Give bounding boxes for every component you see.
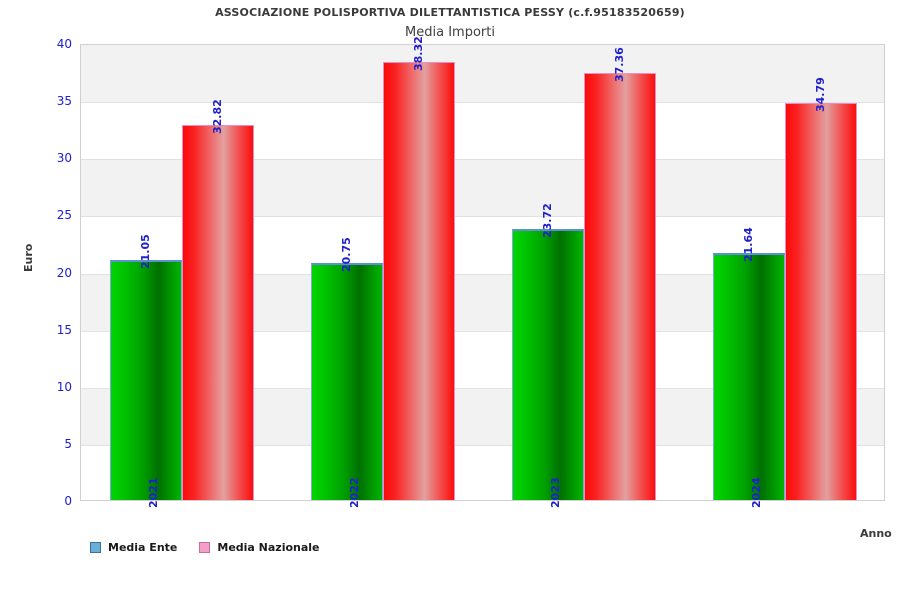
x-axis-tick-label: 2024 [750, 477, 764, 508]
bar-value-label: 20.75 [339, 237, 353, 272]
y-axis-tick-label: 20 [56, 265, 72, 280]
legend-label: Media Nazionale [217, 541, 320, 554]
bar-media-nazionale-2022[interactable] [382, 62, 455, 500]
bar-value-label: 32.82 [210, 99, 224, 135]
chart-legend: Media Ente Media Nazionale [90, 541, 320, 554]
x-axis-tick-label: 2021 [146, 477, 160, 508]
chart-subtitle: Media Importi [405, 25, 495, 40]
bar-media-ente-2024[interactable] [713, 252, 786, 500]
y-axis-tick-label: 10 [56, 379, 72, 394]
bar-media-nazionale-2024[interactable] [785, 102, 858, 500]
bar-media-ente-2022[interactable] [310, 262, 383, 500]
y-axis-tick-label: 15 [56, 322, 72, 337]
gridline [81, 216, 884, 218]
y-axis-tick-label: 40 [56, 37, 72, 51]
gridline [81, 102, 884, 104]
legend-item-media-nazionale[interactable]: Media Nazionale [199, 541, 320, 554]
bar-value-label: 21.64 [742, 226, 756, 262]
gridline [81, 159, 884, 161]
plot-band [81, 45, 884, 103]
bar-value-label: 38.32 [411, 36, 425, 72]
bar-value-label: 37.36 [613, 47, 627, 83]
bar-value-label: 23.72 [541, 203, 555, 238]
y-axis-tick-label: 35 [56, 94, 72, 109]
plot-area: 21.05 32.82 20.75 38.32 23.72 37.36 21.64 34.79 [80, 36, 885, 501]
bar-media-nazionale-2021[interactable] [181, 125, 254, 500]
bar-media-ente-2021[interactable] [109, 259, 182, 500]
x-axis-tick-label: 2023 [549, 477, 563, 508]
bar-media-nazionale-2023[interactable] [584, 73, 657, 500]
gridline [81, 273, 884, 275]
x-axis-tick-label: 2022 [347, 477, 361, 508]
y-axis-tick-label: 30 [56, 151, 72, 166]
y-axis-tick-label: 25 [56, 208, 72, 223]
bar-value-label: 34.79 [814, 76, 828, 112]
bar-value-label: 21.05 [138, 233, 152, 269]
gridline [81, 444, 884, 446]
chart-title: ASSOCIAZIONE POLISPORTIVA DILETTANTISTIC… [215, 6, 685, 19]
legend-label: Media Ente [108, 541, 178, 554]
gridline [81, 330, 884, 332]
x-axis-title: Anno [860, 527, 892, 540]
y-axis-tick-label: 0 [64, 494, 72, 508]
legend-item-media-ente[interactable]: Media Ente [90, 541, 177, 554]
legend-swatch-icon [90, 542, 101, 553]
legend-swatch-icon [199, 542, 211, 553]
bar-media-ente-2023[interactable] [512, 229, 585, 500]
gridline [81, 387, 884, 389]
y-axis-tick-label: 5 [64, 436, 72, 451]
